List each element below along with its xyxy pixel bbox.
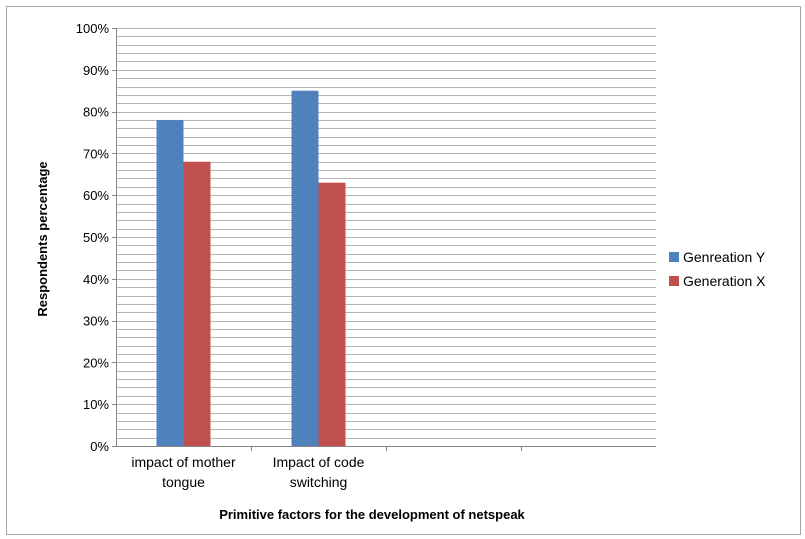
y-tick-label: 80% [83, 105, 109, 120]
y-tick-label: 70% [83, 146, 109, 161]
bar-series-2 [318, 182, 346, 446]
bar-series-1 [156, 119, 184, 447]
y-tick-label: 10% [83, 397, 109, 412]
legend-swatch [669, 276, 679, 286]
y-tick-label: 0% [90, 439, 109, 454]
bar-series-2 [183, 161, 211, 446]
y-tick-label: 50% [83, 230, 109, 245]
legend-swatch [669, 252, 679, 262]
y-tick-label: 30% [83, 314, 109, 329]
legend-label: Genreation Y [683, 249, 766, 265]
y-tick-label: 100% [76, 21, 110, 36]
y-tick-label: 60% [83, 188, 109, 203]
bar-series-1 [291, 90, 319, 446]
y-axis-ticks: 0% 10% 20% 30% 40% 50% 60% 70% 80% 90% 100% [76, 21, 110, 454]
legend: Genreation Y Generation X [669, 249, 766, 289]
y-axis-title: Respondents percentage [35, 161, 50, 316]
x-category-label: Impact of code [273, 454, 365, 470]
y-tick-label: 40% [83, 272, 109, 287]
category-labels: impact of mother tongue Impact of code swit… [131, 454, 364, 490]
x-category-label: switching [290, 474, 348, 490]
y-tick-label: 20% [83, 355, 109, 370]
legend-label: Generation X [683, 273, 766, 289]
x-category-label: impact of mother [131, 454, 236, 470]
x-category-label: tongue [162, 474, 205, 490]
bars [156, 90, 346, 447]
y-tick-label: 90% [83, 63, 109, 78]
x-axis-title: Primitive factors for the development of… [219, 507, 525, 522]
axes [112, 28, 656, 451]
